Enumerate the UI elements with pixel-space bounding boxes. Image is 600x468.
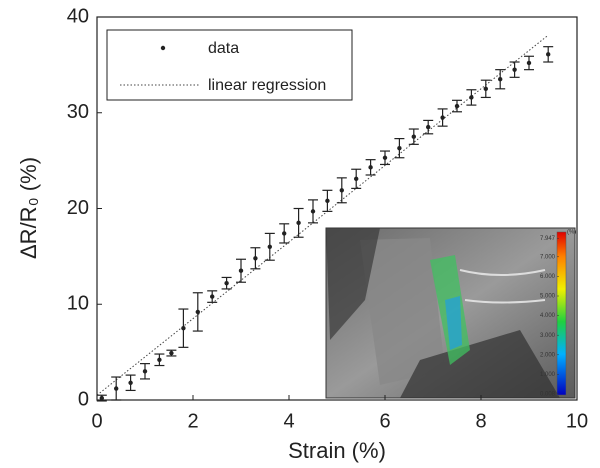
legend-label: data: [208, 40, 239, 57]
y-tick-label: 30: [67, 101, 89, 123]
data-point: [114, 386, 119, 391]
data-point: [128, 380, 133, 385]
x-tick-label: 8: [475, 410, 486, 432]
inset-photo: [325, 227, 576, 399]
x-tick-label: 6: [379, 410, 390, 432]
y-tick-label: 40: [67, 5, 89, 27]
data-point: [469, 95, 474, 100]
data-point: [195, 309, 200, 315]
colorbar-tick-label: 3.000: [540, 333, 556, 339]
data-point: [282, 231, 287, 236]
data-point: [267, 244, 272, 249]
colorbar-tick-label: 5.000: [540, 294, 556, 300]
data-point: [368, 165, 373, 170]
data-point: [210, 294, 215, 299]
data-point: [142, 369, 148, 374]
data-point: [440, 115, 445, 120]
data-point: [382, 155, 388, 160]
x-tick-label: 10: [566, 410, 588, 432]
colorbar-unit: (%): [567, 230, 576, 236]
colorbar-tick-label: 7.947: [540, 236, 556, 242]
legend-label: linear regression: [208, 77, 326, 94]
data-point: [99, 395, 105, 401]
data-point: [157, 357, 162, 362]
x-tick-label: 0: [91, 410, 102, 432]
data-point: [526, 60, 532, 66]
colorbar-tick-label: 7.000: [540, 254, 556, 260]
x-tick-label: 2: [187, 410, 198, 432]
colorbar-tick-label: 4.000: [540, 313, 556, 319]
x-axis-title: Strain (%): [288, 438, 386, 463]
data-point: [181, 325, 186, 331]
data-point: [546, 52, 551, 57]
data-point: [169, 350, 174, 356]
colorbar-tick-label: 2.000: [540, 352, 556, 358]
data-point: [512, 67, 517, 72]
data-point: [310, 209, 316, 214]
data-point: [483, 86, 488, 92]
legend: [106, 29, 353, 101]
colorbar-tick-label: 1.000: [540, 372, 556, 378]
y-tick-label: 10: [67, 293, 89, 315]
data-point: [354, 176, 359, 182]
y-tick-label: 20: [67, 197, 89, 219]
colorbar-tick-label: 6.000: [540, 274, 556, 280]
y-axis-title: ΔR/R₀ (%): [16, 157, 41, 259]
x-tick-label: 4: [283, 410, 294, 432]
data-point: [397, 145, 402, 151]
data-point: [224, 280, 229, 286]
data-point: [325, 198, 330, 204]
data-point: [454, 103, 460, 109]
colorbar-tick-label: 0.008: [540, 391, 556, 397]
data-point: [253, 256, 258, 261]
data-point: [426, 124, 431, 130]
data-point: [498, 77, 503, 82]
data-point: [238, 268, 244, 273]
data-point: [339, 188, 344, 193]
y-tick-label: 0: [78, 388, 89, 410]
data-point: [411, 134, 416, 139]
data-point: [296, 220, 301, 226]
legend-marker: [160, 45, 166, 51]
